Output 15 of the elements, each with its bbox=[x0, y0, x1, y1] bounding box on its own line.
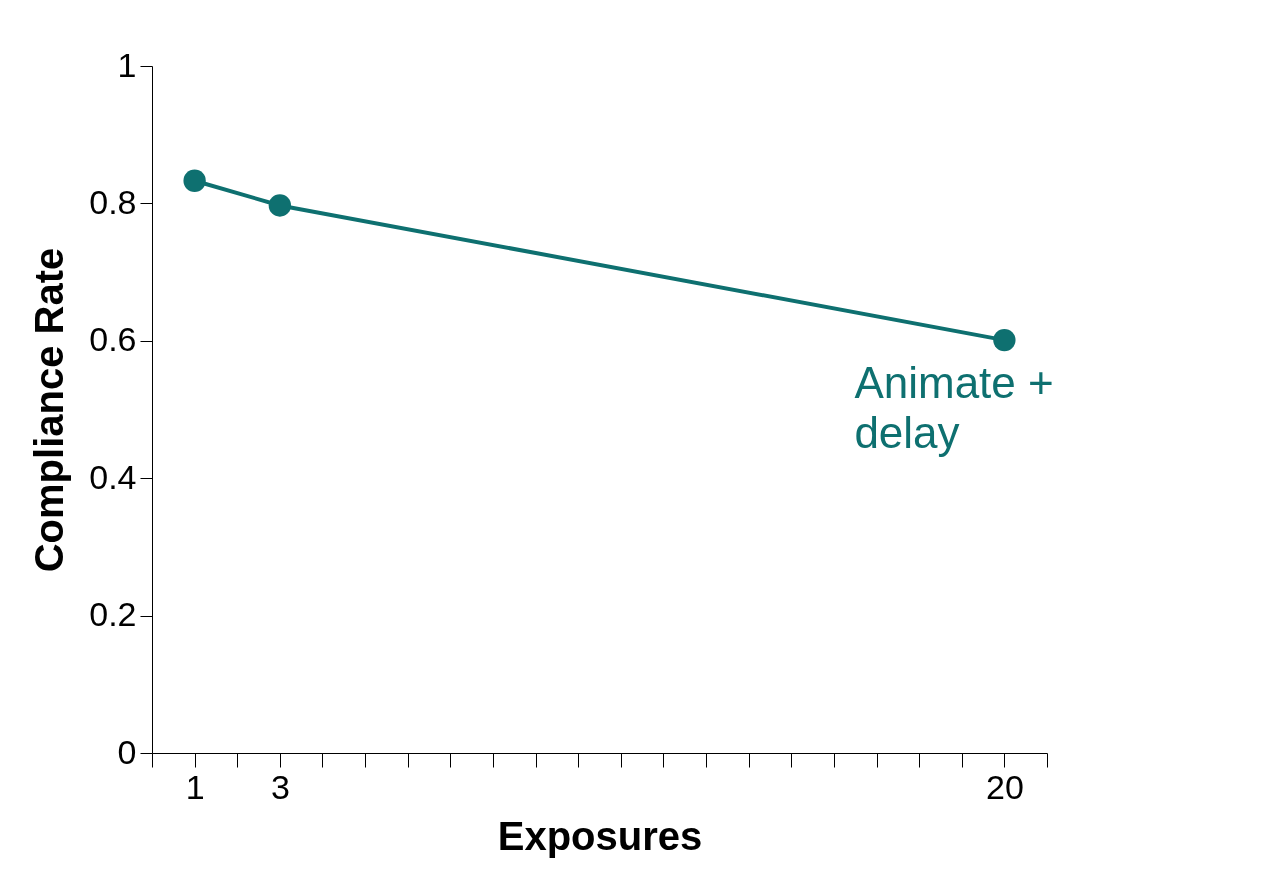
y-tick-label: 0.8 bbox=[89, 182, 137, 221]
x-axis-title: Exposures bbox=[497, 813, 703, 858]
y-axis-title: Compliance Rate bbox=[27, 247, 72, 573]
x-tick-label: 1 bbox=[185, 767, 205, 806]
y-tick-label: 0.6 bbox=[89, 320, 137, 359]
point bbox=[993, 328, 1016, 352]
point bbox=[183, 169, 206, 192]
y-tick-label: 0.2 bbox=[89, 595, 137, 634]
y-tick-label: 0.4 bbox=[89, 457, 137, 496]
annotation: Animate + delay bbox=[854, 357, 1054, 457]
x-tick-label: 20 bbox=[985, 767, 1024, 806]
y-tick-label: 1 bbox=[117, 45, 137, 84]
point bbox=[268, 194, 292, 217]
y-tick-label: 0 bbox=[117, 732, 137, 771]
x-tick-label: 3 bbox=[270, 767, 290, 806]
